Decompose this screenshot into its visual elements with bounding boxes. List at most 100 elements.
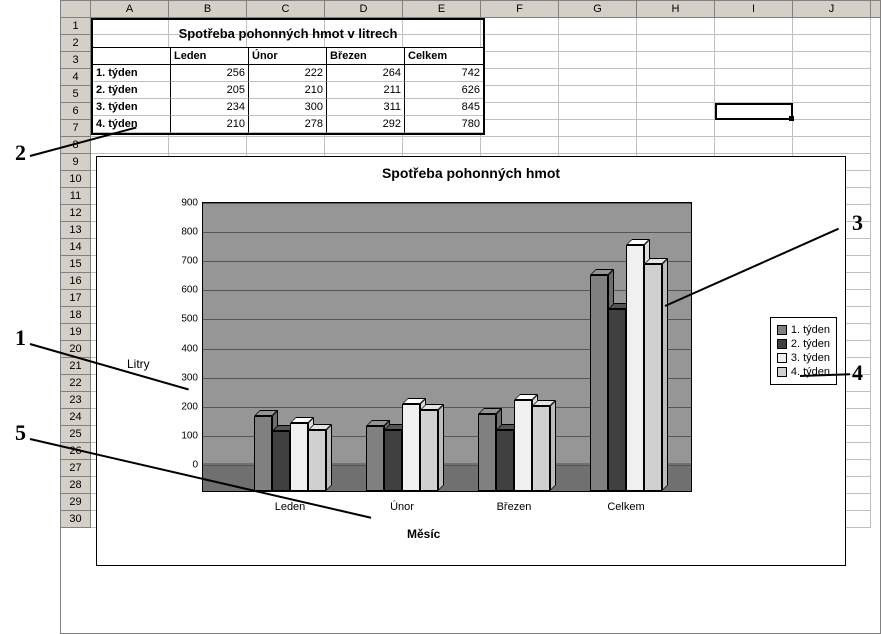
cell-I5[interactable] — [715, 86, 793, 103]
cell-H1[interactable] — [637, 18, 715, 35]
bar-1.týden-Únor[interactable] — [366, 426, 384, 491]
row-header-30[interactable]: 30 — [61, 511, 91, 528]
bar-2.týden-Únor[interactable] — [384, 430, 402, 491]
cell-F3[interactable] — [481, 52, 559, 69]
cell-I4[interactable] — [715, 69, 793, 86]
table-cell[interactable]: 3. týden — [93, 99, 171, 116]
cell-I1[interactable] — [715, 18, 793, 35]
cell-J1[interactable] — [793, 18, 871, 35]
cell-J8[interactable] — [793, 137, 871, 154]
table-cell[interactable]: 780 — [405, 116, 483, 133]
row-header-13[interactable]: 13 — [61, 222, 91, 239]
bar-2.týden-Březen[interactable] — [496, 430, 514, 491]
legend-item[interactable]: 3. týden — [777, 352, 830, 364]
bar-3.týden-Celkem[interactable] — [626, 245, 644, 491]
cell-H5[interactable] — [637, 86, 715, 103]
cell-F6[interactable] — [481, 103, 559, 120]
bar-1.týden-Březen[interactable] — [478, 414, 496, 491]
table-cell[interactable]: 205 — [171, 82, 249, 99]
col-header-F[interactable]: F — [481, 1, 559, 17]
table-cell[interactable]: 211 — [327, 82, 405, 99]
table-cell[interactable]: 742 — [405, 65, 483, 82]
cell-G8[interactable] — [559, 137, 637, 154]
table-cell[interactable]: 210 — [249, 82, 327, 99]
cell-F7[interactable] — [481, 120, 559, 137]
row-header-19[interactable]: 19 — [61, 324, 91, 341]
legend-item[interactable]: 2. týden — [777, 338, 830, 350]
table-cell[interactable]: 292 — [327, 116, 405, 133]
table-cell[interactable]: 222 — [249, 65, 327, 82]
col-header-D[interactable]: D — [325, 1, 403, 17]
cell-H8[interactable] — [637, 137, 715, 154]
row-header-17[interactable]: 17 — [61, 290, 91, 307]
table-cell[interactable]: 4. týden — [93, 116, 171, 133]
cell-F8[interactable] — [481, 137, 559, 154]
table-cell[interactable]: 626 — [405, 82, 483, 99]
bar-2.týden-Celkem[interactable] — [608, 309, 626, 491]
col-header-J[interactable]: J — [793, 1, 871, 17]
bar-1.týden-Celkem[interactable] — [590, 275, 608, 491]
bar-4.týden-Únor[interactable] — [420, 410, 438, 491]
cell-H3[interactable] — [637, 52, 715, 69]
row-header-24[interactable]: 24 — [61, 409, 91, 426]
cell-J7[interactable] — [793, 120, 871, 137]
row-header-9[interactable]: 9 — [61, 154, 91, 171]
row-header-18[interactable]: 18 — [61, 307, 91, 324]
bar-3.týden-Leden[interactable] — [290, 423, 308, 491]
row-header-3[interactable]: 3 — [61, 52, 91, 69]
chart-container[interactable]: Spotřeba pohonných hmot Litry Měsíc 0100… — [96, 156, 846, 566]
cells-area[interactable]: Spotřeba pohonných hmot v litrech LedenÚ… — [91, 18, 880, 528]
table-cell[interactable]: 264 — [327, 65, 405, 82]
cell-F2[interactable] — [481, 35, 559, 52]
col-header-B[interactable]: B — [169, 1, 247, 17]
row-header-23[interactable]: 23 — [61, 392, 91, 409]
cell-J2[interactable] — [793, 35, 871, 52]
cell-G7[interactable] — [559, 120, 637, 137]
row-header-27[interactable]: 27 — [61, 460, 91, 477]
table-cell[interactable]: 1. týden — [93, 65, 171, 82]
cell-I8[interactable] — [715, 137, 793, 154]
legend-item[interactable]: 1. týden — [777, 324, 830, 336]
cell-J3[interactable] — [793, 52, 871, 69]
cell-F5[interactable] — [481, 86, 559, 103]
cell-I3[interactable] — [715, 52, 793, 69]
row-header-2[interactable]: 2 — [61, 35, 91, 52]
bar-4.týden-Leden[interactable] — [308, 430, 326, 491]
cell-J5[interactable] — [793, 86, 871, 103]
cell-G3[interactable] — [559, 52, 637, 69]
bar-4.týden-Březen[interactable] — [532, 406, 550, 491]
cell-I6[interactable] — [715, 103, 793, 120]
table-cell[interactable]: 234 — [171, 99, 249, 116]
cell-F4[interactable] — [481, 69, 559, 86]
cell-G1[interactable] — [559, 18, 637, 35]
cell-J4[interactable] — [793, 69, 871, 86]
cell-B8[interactable] — [169, 137, 247, 154]
table-cell[interactable]: 845 — [405, 99, 483, 116]
cell-E8[interactable] — [403, 137, 481, 154]
table-cell[interactable]: 278 — [249, 116, 327, 133]
col-header-I[interactable]: I — [715, 1, 793, 17]
row-header-16[interactable]: 16 — [61, 273, 91, 290]
cell-G6[interactable] — [559, 103, 637, 120]
col-header-E[interactable]: E — [403, 1, 481, 17]
row-header-7[interactable]: 7 — [61, 120, 91, 137]
row-header-5[interactable]: 5 — [61, 86, 91, 103]
cell-H7[interactable] — [637, 120, 715, 137]
row-header-28[interactable]: 28 — [61, 477, 91, 494]
cell-J6[interactable] — [793, 103, 871, 120]
table-cell[interactable]: 210 — [171, 116, 249, 133]
row-header-12[interactable]: 12 — [61, 205, 91, 222]
table-cell[interactable]: 2. týden — [93, 82, 171, 99]
cell-G4[interactable] — [559, 69, 637, 86]
select-all-corner[interactable] — [61, 1, 91, 17]
bar-3.týden-Únor[interactable] — [402, 404, 420, 491]
cell-F1[interactable] — [481, 18, 559, 35]
row-header-1[interactable]: 1 — [61, 18, 91, 35]
row-header-6[interactable]: 6 — [61, 103, 91, 120]
bar-4.týden-Celkem[interactable] — [644, 264, 662, 491]
table-cell[interactable]: 311 — [327, 99, 405, 116]
row-header-10[interactable]: 10 — [61, 171, 91, 188]
row-header-25[interactable]: 25 — [61, 426, 91, 443]
bar-3.týden-Březen[interactable] — [514, 400, 532, 491]
cell-I7[interactable] — [715, 120, 793, 137]
